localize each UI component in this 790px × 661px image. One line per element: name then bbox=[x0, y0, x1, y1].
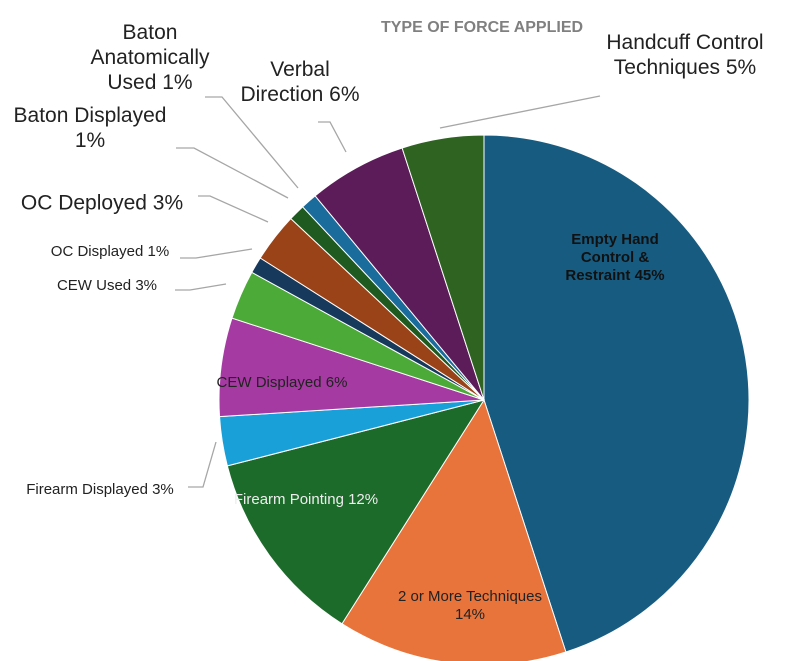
category-name: Empty Hand Control & Restraint bbox=[565, 231, 659, 284]
chart-title: TYPE OF FORCE APPLIED bbox=[380, 19, 584, 36]
value-label: 6% bbox=[325, 374, 348, 391]
leader-line bbox=[176, 147, 289, 199]
slice-label: Firearm Pointing 12% bbox=[221, 491, 391, 509]
slice-label: Baton Anatomically Used 1% bbox=[70, 20, 230, 96]
value-label: 1% bbox=[74, 129, 106, 152]
slice-label: CEW Used 3% bbox=[32, 277, 182, 295]
slice-label: Baton Displayed 1% bbox=[0, 103, 180, 153]
slice-label: Handcuff Control Techniques 5% bbox=[585, 30, 785, 80]
leader-line bbox=[188, 441, 217, 488]
slice-label: OC Displayed 1% bbox=[15, 243, 205, 261]
slice-label: OC Deployed 3% bbox=[7, 190, 197, 215]
value-label: 6% bbox=[329, 83, 360, 106]
slice-label: Verbal Direction 6% bbox=[240, 57, 360, 107]
value-label: 1% bbox=[162, 71, 193, 95]
category-name: Verbal Direction bbox=[240, 57, 330, 106]
category-name: Firearm Pointing bbox=[233, 491, 344, 508]
pie-slice bbox=[341, 398, 567, 661]
pie-slice bbox=[401, 134, 485, 401]
value-label: 3% bbox=[152, 481, 174, 498]
category-name: Handcuff Control Techniques bbox=[606, 30, 764, 79]
value-label: 12% bbox=[348, 491, 379, 508]
category-name: CEW Displayed bbox=[216, 374, 322, 391]
leader-line bbox=[205, 96, 299, 189]
category-name: Baton Displayed bbox=[13, 103, 167, 127]
leader-line bbox=[318, 121, 347, 153]
value-label: 3% bbox=[152, 191, 184, 215]
category-name: OC Displayed bbox=[50, 243, 144, 260]
category-name: 2 or More Techniques bbox=[398, 588, 542, 605]
category-name: OC Deployed bbox=[20, 191, 147, 215]
pie-slice bbox=[483, 134, 750, 653]
slice-label: Firearm Displayed 3% bbox=[0, 481, 200, 499]
slice-label: 2 or More Techniques 14% bbox=[395, 588, 545, 624]
category-name: Firearm Displayed bbox=[26, 481, 148, 498]
category-name: Baton Anatomically Used bbox=[90, 21, 210, 95]
category-name: CEW Used bbox=[56, 277, 132, 294]
slice-label: CEW Displayed 6% bbox=[197, 374, 367, 392]
leader-line bbox=[439, 95, 601, 129]
pie-slice bbox=[226, 399, 486, 625]
value-label: 1% bbox=[147, 243, 170, 260]
slice-label: Empty Hand Control & Restraint 45% bbox=[560, 231, 670, 285]
leader-line bbox=[180, 248, 253, 259]
value-label: 5% bbox=[725, 56, 757, 79]
value-label: 14% bbox=[454, 606, 486, 623]
leader-line bbox=[198, 195, 269, 223]
leader-line bbox=[175, 283, 227, 291]
value-label: 3% bbox=[135, 277, 158, 294]
value-label: 45% bbox=[634, 267, 665, 284]
